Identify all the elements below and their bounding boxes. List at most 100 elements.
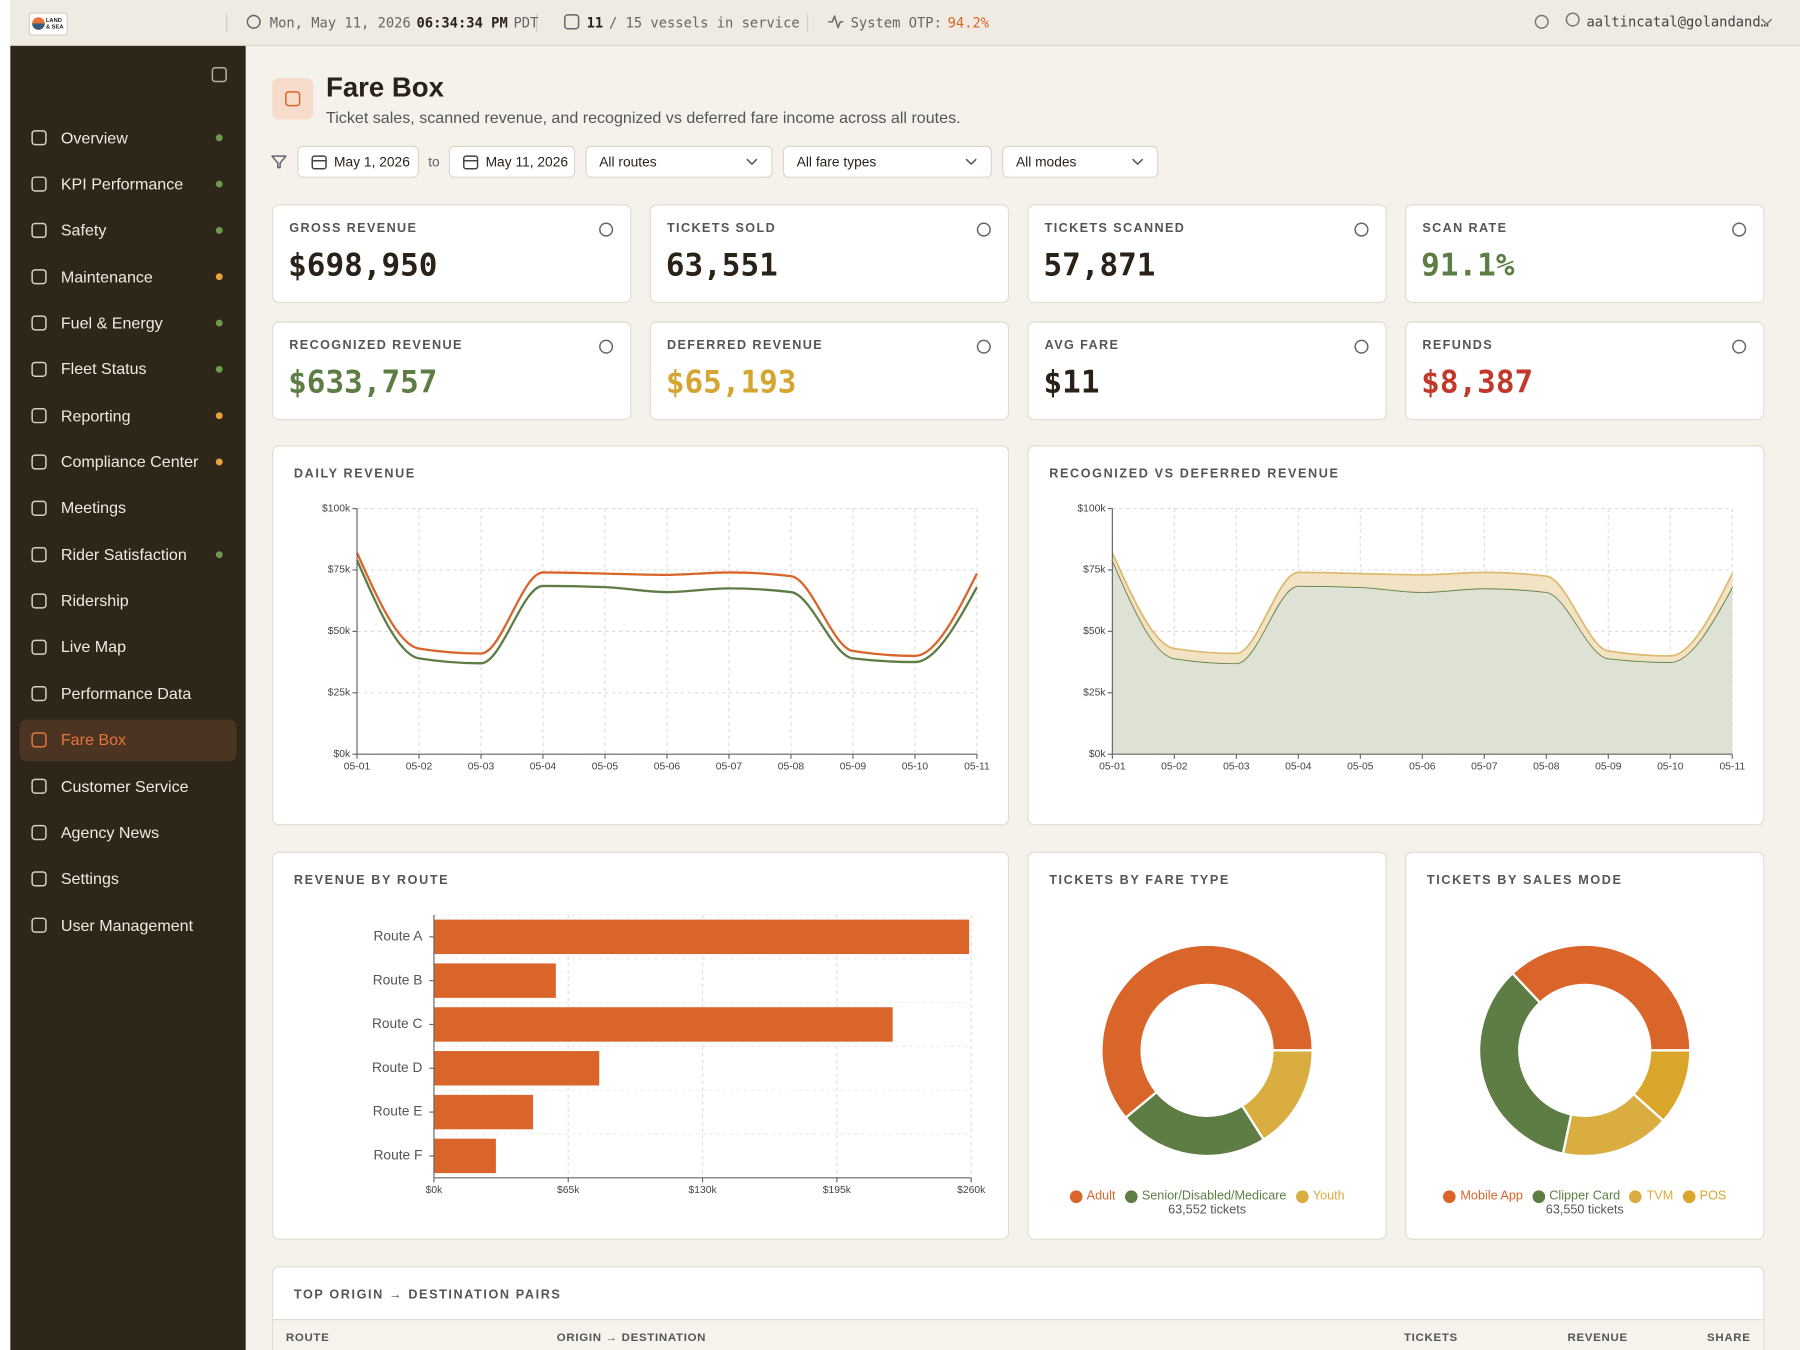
status-text: Mon, May 11, 2026 (269, 14, 411, 31)
topbar (10, 0, 1800, 46)
sidebar (10, 45, 246, 1350)
select-dropdown[interactable] (585, 145, 773, 178)
kpi-card (649, 204, 1010, 304)
kpi-label: DEFERRED REVENUE (666, 339, 824, 353)
status-text: / 15 vessels in service (608, 14, 800, 31)
select-value: All modes (1015, 153, 1077, 170)
select-dropdown[interactable] (782, 145, 992, 178)
nav-item[interactable]: Fleet Status (60, 359, 147, 379)
kpi-label: RECOGNIZED REVENUE (289, 339, 463, 353)
table-header: SHARE (1706, 1331, 1751, 1345)
kpi-label: TICKETS SOLD (666, 222, 777, 236)
nav-item[interactable]: Safety (60, 220, 107, 240)
legend-label: POS (1699, 1189, 1727, 1204)
kpi-card (649, 321, 1010, 421)
nav-item[interactable]: KPI Performance (60, 174, 184, 193)
kpi-value: $11 (1043, 364, 1100, 401)
select-dropdown[interactable] (1002, 145, 1159, 178)
legend-swatch (1682, 1189, 1696, 1203)
nav-item[interactable]: Maintenance (60, 267, 153, 286)
table-header: REVENUE (1567, 1331, 1628, 1345)
user-email[interactable]: aaltincatal@golandand… (1586, 13, 1769, 30)
kpi-value: 63,551 (665, 247, 778, 284)
kpi-label: AVG FARE (1044, 339, 1120, 353)
nav-item[interactable]: Rider Satisfaction (60, 544, 187, 564)
chart-title: DAILY REVENUE (293, 467, 416, 482)
nav-item[interactable]: Fuel & Energy (60, 313, 163, 332)
legend-item: Senior/Disabled/Medicare (1124, 1188, 1287, 1204)
nav-item[interactable]: Ridership (60, 591, 129, 610)
status-text: PDT (513, 14, 539, 31)
nav-item[interactable]: Settings (60, 869, 119, 888)
select-value: All routes (599, 153, 657, 170)
nav-item[interactable]: Reporting (60, 406, 131, 425)
kpi-card (272, 204, 632, 304)
donut-total: 63,552 tickets (1168, 1203, 1247, 1217)
kpi-value: 91.1% (1421, 247, 1515, 284)
status-text: 94.2% (947, 14, 990, 31)
icon (271, 155, 287, 169)
select-value: All fare types (796, 153, 877, 170)
left-frame (0, 0, 11, 1350)
kpi-label: GROSS REVENUE (289, 222, 418, 236)
separator (807, 13, 809, 33)
kpi-card (1405, 321, 1765, 421)
separator (226, 13, 228, 33)
legend-item: TVM (1629, 1188, 1673, 1204)
date-separator: to (428, 153, 440, 170)
kpi-card (1027, 204, 1387, 304)
donut-total: 63,550 tickets (1545, 1203, 1624, 1217)
nav-item[interactable]: Agency News (60, 822, 160, 842)
date-value: May 11, 2026 (485, 153, 569, 170)
legend-item: POS (1682, 1188, 1726, 1204)
kpi-value: $65,193 (665, 364, 797, 401)
chart-card (1027, 851, 1387, 1240)
legend-swatch (1532, 1189, 1545, 1203)
nav-item[interactable]: Fare Box (60, 730, 127, 749)
table-header: TICKETS (1403, 1331, 1458, 1345)
page-title: Fare Box (326, 71, 444, 103)
kpi-card (1405, 204, 1765, 304)
table-header: ORIGIN → DESTINATION (556, 1331, 707, 1345)
legend-label: Senior/Disabled/Medicare (1141, 1189, 1287, 1204)
nav-item[interactable]: Performance Data (60, 683, 192, 703)
legend-label: Mobile App (1460, 1189, 1523, 1204)
kpi-value: $8,387 (1421, 364, 1534, 401)
chart-title: REVENUE BY ROUTE (293, 874, 450, 888)
nav-item[interactable]: Overview (60, 128, 128, 147)
logo: LAND & SEA (28, 12, 68, 36)
chart-title: TICKETS BY SALES MODE (1426, 874, 1623, 888)
nav-item[interactable]: User Management (60, 915, 194, 934)
kpi-label: SCAN RATE (1422, 222, 1508, 236)
nav-item[interactable]: Customer Service (60, 776, 189, 795)
active-item-bg (19, 719, 237, 761)
kpi-value: $633,757 (288, 364, 438, 401)
legend-swatch (1295, 1189, 1309, 1203)
legend-label: Clipper Card (1549, 1189, 1621, 1204)
nav-item[interactable]: Meetings (60, 498, 127, 518)
date-value: May 1, 2026 (334, 153, 410, 170)
chart-card (272, 445, 1010, 826)
chart-title: TICKETS BY FARE TYPE (1049, 874, 1230, 888)
separator (536, 13, 538, 33)
legend-item: Adult (1069, 1188, 1115, 1204)
kpi-card (272, 321, 632, 421)
nav-item[interactable]: Live Map (60, 637, 127, 656)
status-group: System OTP: 94.2% (851, 14, 989, 32)
legend-label: Youth (1312, 1189, 1345, 1204)
kpi-label: REFUNDS (1422, 339, 1494, 353)
header-icon (272, 78, 314, 120)
legend-swatch (1443, 1189, 1456, 1203)
status-group: Mon, May 11, 2026 06:34:34 PM PDT (270, 14, 539, 32)
kpi-card (1027, 321, 1387, 421)
logo-mark (32, 17, 45, 30)
kpi-label: TICKETS SCANNED (1044, 222, 1186, 236)
table-header: ROUTE (285, 1331, 330, 1345)
nav-item[interactable]: Compliance Center (60, 452, 199, 471)
page-subtitle: Ticket sales, scanned revenue, and recog… (326, 107, 961, 126)
legend: Mobile App Clipper Card TVM POS (1405, 1188, 1764, 1204)
kpi-value: 57,871 (1043, 247, 1156, 284)
status-text: 11 (586, 14, 604, 31)
